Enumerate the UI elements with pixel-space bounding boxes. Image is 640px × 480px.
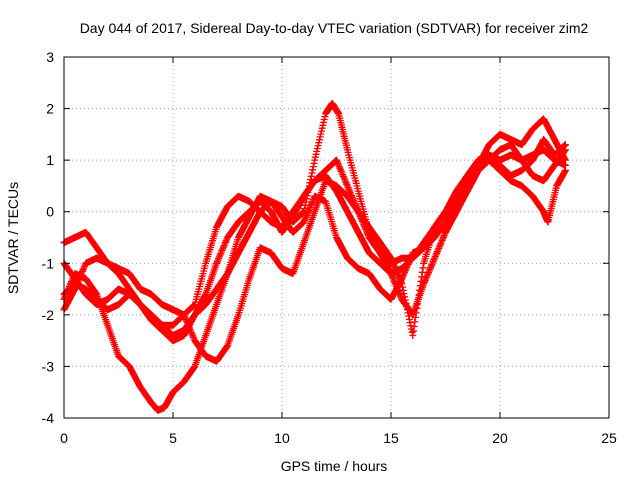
y-tick-label: -2 bbox=[42, 307, 55, 323]
y-tick-label: -4 bbox=[42, 410, 55, 426]
y-tick-label: 3 bbox=[46, 49, 54, 65]
axis-ticks bbox=[63, 56, 610, 419]
y-tick-label: 2 bbox=[46, 101, 54, 117]
x-tick-label: 15 bbox=[383, 430, 399, 446]
x-tick-label: 0 bbox=[60, 430, 68, 446]
y-tick-label: -3 bbox=[42, 358, 55, 374]
y-axis-label: SDTVAR / TECUs bbox=[5, 182, 21, 294]
y-tick-label: -1 bbox=[42, 255, 55, 271]
y-tick-labels: -4 -3 -2 -1 0 1 2 3 bbox=[42, 49, 55, 426]
x-tick-label: 20 bbox=[492, 430, 508, 446]
chart-title: Day 044 of 2017, Sidereal Day-to-day VTE… bbox=[80, 20, 589, 36]
x-tick-label: 5 bbox=[169, 430, 177, 446]
x-axis-label: GPS time / hours bbox=[281, 458, 388, 474]
x-tick-labels: 0 5 10 15 20 25 bbox=[60, 430, 617, 446]
plot-frame bbox=[63, 56, 610, 419]
x-tick-label: 25 bbox=[601, 430, 617, 446]
y-tick-label: 0 bbox=[46, 204, 54, 220]
series-day-5 bbox=[60, 156, 569, 365]
y-tick-label: 1 bbox=[46, 152, 54, 168]
x-tick-label: 10 bbox=[274, 430, 290, 446]
point-markers bbox=[60, 156, 569, 365]
